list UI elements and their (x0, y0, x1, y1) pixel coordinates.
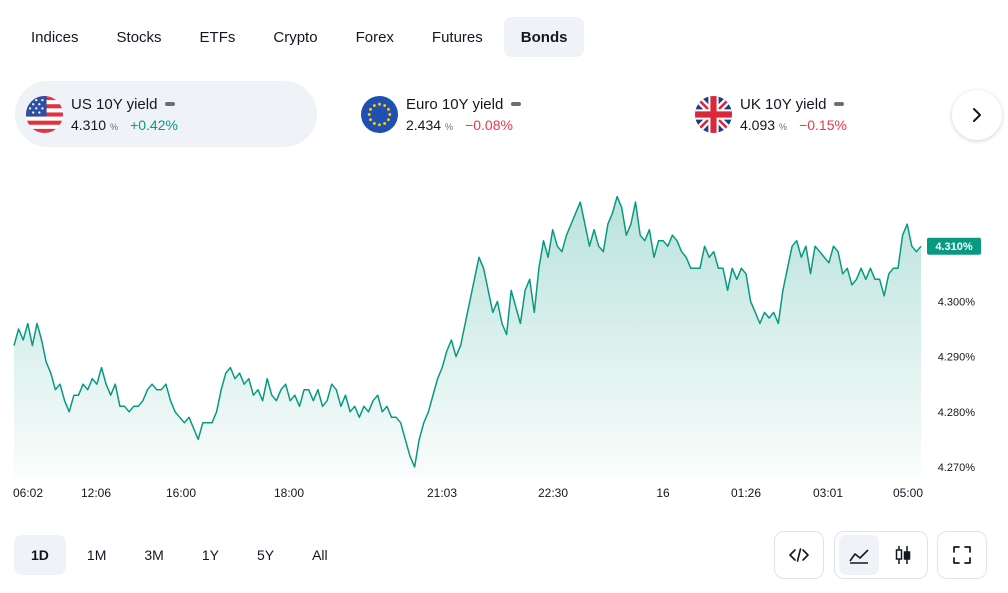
symbol-unit: % (110, 121, 119, 132)
candlestick-icon (895, 546, 911, 564)
embed-tool-group (774, 531, 824, 579)
range-1d[interactable]: 1D (14, 535, 66, 575)
symbol-value: 2.434 (406, 116, 442, 133)
fullscreen-button[interactable] (942, 535, 982, 575)
market-status-icon (511, 102, 522, 106)
y-tick-label: 4.280% (938, 407, 976, 419)
chart-style-group (834, 531, 928, 579)
range-5y[interactable]: 5Y (256, 547, 275, 563)
tab-crypto[interactable]: Crypto (273, 28, 318, 46)
range-1m[interactable]: 1M (86, 547, 107, 563)
symbol-name: Euro 10Y yield (406, 95, 504, 113)
symbol-change: −0.15% (799, 116, 847, 133)
symbol-change: −0.08% (465, 116, 513, 133)
x-tick-label: 16 (656, 486, 670, 500)
area-fill (14, 196, 921, 478)
symbol-card-us-10y[interactable]: US 10Y yield 4.310 % +0.42% (15, 81, 317, 147)
candles-chart-button[interactable] (883, 535, 923, 575)
last-value-badge: 4.310% (927, 237, 981, 255)
chevron-right-icon (973, 108, 981, 122)
symbol-value: 4.093 (740, 116, 776, 133)
us-flag-icon (26, 95, 63, 133)
market-category-tabs: Indices Stocks ETFs Crypto Forex Futures… (14, 17, 585, 57)
uk-flag-icon (695, 95, 732, 133)
y-tick-label: 4.270% (938, 462, 976, 474)
tab-forex[interactable]: Forex (355, 28, 394, 46)
x-tick-label: 18:00 (274, 486, 304, 500)
range-1y[interactable]: 1Y (201, 547, 219, 563)
fullscreen-icon (953, 546, 971, 564)
last-value-label: 4.310% (935, 241, 973, 253)
embed-button[interactable] (779, 535, 819, 575)
symbol-unit: % (445, 121, 454, 132)
area-chart-button[interactable] (839, 535, 879, 575)
range-3m[interactable]: 3M (144, 547, 164, 563)
tab-bonds[interactable]: Bonds (503, 17, 585, 57)
x-tick-label: 03:01 (813, 486, 843, 500)
x-tick-label: 01:26 (731, 486, 761, 500)
market-status-icon (165, 102, 176, 106)
area-chart-icon (849, 549, 869, 564)
tab-indices[interactable]: Indices (31, 28, 79, 46)
y-tick-label: 4.300% (938, 296, 976, 308)
symbol-card-euro-10y[interactable]: Euro 10Y yield 2.434 % −0.08% (350, 81, 652, 147)
symbol-name: US 10Y yield (71, 95, 158, 113)
range-all[interactable]: All (312, 547, 328, 563)
y-tick-label: 4.290% (938, 352, 976, 364)
tab-futures[interactable]: Futures (431, 28, 483, 46)
series-line (13, 195, 922, 468)
time-range-selector: 1D 1M 3M 1Y 5Y All (14, 535, 345, 575)
x-tick-label: 05:00 (893, 486, 923, 500)
eu-flag-icon (361, 95, 398, 133)
x-tick-label: 16:00 (166, 486, 196, 500)
symbol-card-uk-10y[interactable]: UK 10Y yield 4.093 % −0.15% (684, 81, 986, 147)
x-tick-label: 12:06 (81, 486, 111, 500)
symbol-name: UK 10Y yield (740, 95, 827, 113)
symbol-value: 4.310 (71, 116, 107, 133)
x-tick-label: 22:30 (538, 486, 568, 500)
next-symbols-button[interactable] (952, 90, 1002, 140)
market-status-icon (834, 102, 845, 106)
yield-chart[interactable]: 4.300% 4.290% 4.280% 4.270% 06:02 12:06 16:00… (0, 160, 1008, 505)
x-tick-label: 21:03 (427, 486, 457, 500)
x-tick-label: 06:02 (13, 486, 43, 500)
code-icon (789, 548, 809, 562)
symbol-unit: % (779, 121, 788, 132)
fullscreen-tool-group (937, 531, 987, 579)
tab-etfs[interactable]: ETFs (199, 28, 236, 46)
symbol-change: +0.42% (130, 116, 178, 133)
tab-stocks[interactable]: Stocks (116, 28, 162, 46)
